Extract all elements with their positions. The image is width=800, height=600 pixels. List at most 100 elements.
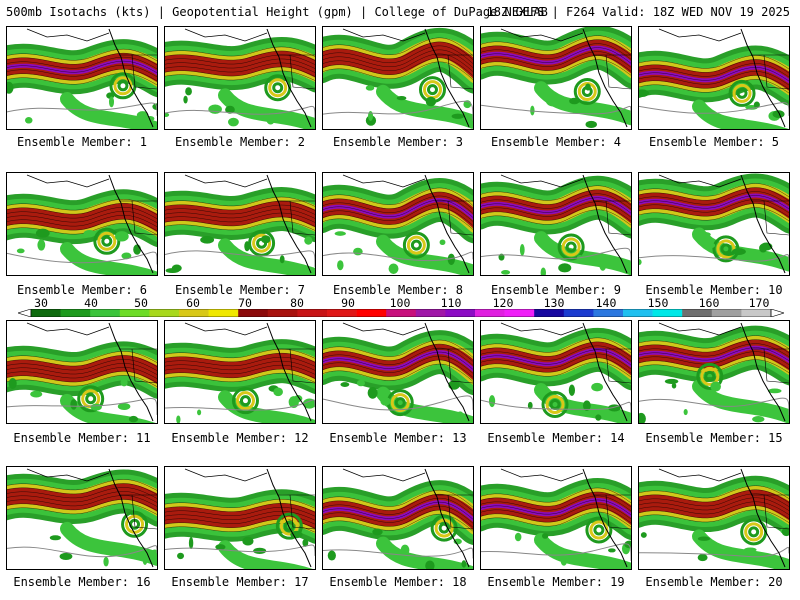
height-contour	[7, 210, 157, 224]
height-contour	[7, 60, 157, 74]
wind-blob	[639, 89, 649, 97]
wind-blob	[425, 96, 437, 107]
height-contour	[323, 45, 473, 65]
wind-blob	[710, 381, 721, 392]
height-contour	[323, 49, 473, 69]
height-contour	[639, 355, 789, 370]
height-contour	[323, 339, 473, 358]
height-contour	[481, 353, 631, 370]
height-contour	[481, 499, 631, 516]
height-contour	[639, 55, 789, 70]
wind-blob	[752, 416, 765, 423]
political-borders	[593, 54, 631, 90]
colorbar-swatch	[238, 309, 269, 317]
ensemble-map-19	[480, 466, 632, 570]
political-borders	[751, 494, 789, 530]
height-contour	[165, 356, 315, 367]
wind-blob	[188, 537, 194, 550]
wind-blob	[279, 255, 285, 264]
height-contour	[481, 361, 631, 378]
political-borders	[751, 54, 789, 90]
height-contour	[7, 68, 157, 82]
height-contour	[481, 55, 631, 72]
wind-blob	[225, 105, 235, 114]
height-contour	[165, 58, 315, 69]
height-contour	[323, 494, 473, 512]
colorbar-tick-label: 70	[238, 296, 252, 310]
closed-low	[117, 80, 129, 92]
ensemble-member-label: Ensemble Member: 7	[174, 283, 306, 297]
isotach-map	[165, 322, 315, 423]
height-contour	[639, 493, 789, 508]
colorbar-max-arrow	[770, 309, 784, 317]
closed-low	[279, 516, 299, 536]
isotach-map	[165, 174, 315, 275]
height-contour	[323, 510, 473, 528]
wind-blob	[8, 378, 17, 389]
height-contour	[7, 351, 157, 363]
alaska-coast	[342, 468, 426, 482]
height-contour	[481, 193, 631, 210]
closed-low	[577, 81, 597, 101]
wind-blob	[558, 263, 572, 273]
wind-blob	[388, 263, 399, 274]
colorbar-swatch	[563, 309, 594, 317]
wind-blob	[7, 81, 14, 94]
height-contour	[7, 363, 157, 375]
height-contour	[165, 46, 315, 57]
height-contour	[481, 47, 631, 64]
height-contour	[323, 207, 473, 226]
wind-blob	[591, 382, 604, 392]
closed-low	[272, 82, 284, 94]
colorbar-swatch	[445, 309, 476, 317]
secondary-jet	[534, 533, 631, 569]
alaska-coast	[658, 322, 742, 336]
wind-blob	[527, 401, 533, 410]
closed-low	[275, 512, 303, 540]
gray-contour	[165, 399, 315, 411]
colorbar-swatch	[90, 309, 121, 317]
closed-low	[422, 80, 442, 100]
wind-blob	[136, 111, 149, 120]
secondary-jet	[60, 241, 157, 275]
closed-low	[268, 78, 288, 98]
height-contour	[481, 341, 631, 358]
ensemble-map-5	[638, 26, 790, 130]
alaska-coast	[342, 28, 426, 42]
closed-low	[573, 77, 601, 105]
height-contour	[481, 39, 631, 56]
closed-low	[390, 393, 410, 413]
wind-blob	[244, 241, 250, 252]
wind-blob	[683, 408, 688, 416]
wind-blob	[37, 239, 46, 251]
political-borders	[593, 348, 631, 384]
height-contour	[639, 343, 789, 358]
height-contour	[7, 198, 157, 212]
colorbar-swatch	[415, 309, 446, 317]
height-contour	[639, 497, 789, 512]
alaska-coast	[184, 28, 268, 42]
wind-blob	[121, 252, 132, 260]
colorbar-tick-label: 60	[186, 296, 200, 310]
ensemble-map-6	[6, 172, 158, 276]
coastline	[266, 468, 312, 568]
ensemble-member-label: Ensemble Member: 17	[171, 575, 309, 589]
wind-blob	[439, 239, 446, 246]
wind-blob	[120, 378, 128, 387]
height-contour	[165, 498, 315, 509]
isotach-map	[323, 27, 473, 129]
wind-blob	[133, 244, 142, 255]
ensemble-map-11	[6, 320, 158, 424]
secondary-jet	[534, 81, 631, 126]
wind-blob	[767, 388, 782, 394]
colorbar-swatch	[119, 309, 150, 317]
colorbar-swatch	[741, 309, 772, 317]
coastline	[108, 468, 154, 568]
height-contour	[639, 183, 789, 198]
wind-blob	[731, 248, 746, 256]
secondary-jet	[218, 238, 315, 275]
colorbar-tick-label: 150	[647, 296, 669, 310]
wind-blob	[145, 116, 155, 122]
closed-low	[426, 84, 438, 96]
colorbar-tick-label: 50	[134, 296, 148, 310]
